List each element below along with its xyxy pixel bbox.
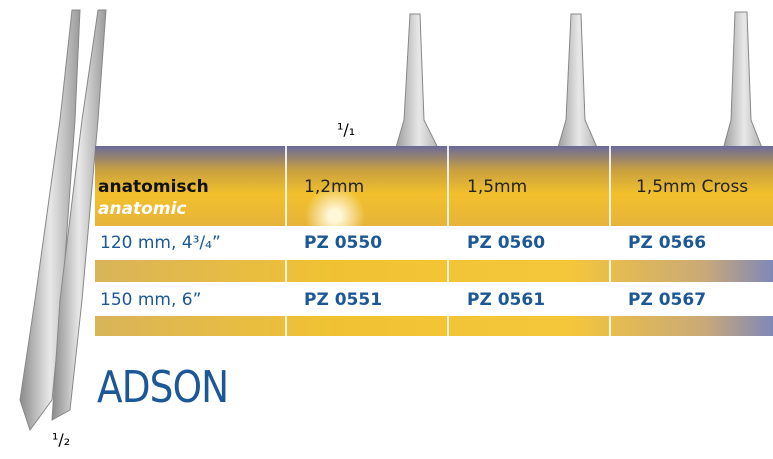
- header-band: [95, 146, 773, 226]
- tip: [389, 13, 449, 169]
- article-code: PZ 0560: [467, 233, 546, 253]
- header-label-en: anatomic: [98, 199, 187, 219]
- column-header: 1,5mm: [467, 177, 528, 197]
- tip: [717, 11, 771, 169]
- article-code: PZ 0567: [628, 290, 707, 310]
- article-code: PZ 0551: [304, 290, 383, 310]
- row-bg: [95, 284, 773, 314]
- separator: [285, 146, 287, 336]
- scale-label: ¹/₁: [337, 120, 356, 139]
- article-code: PZ 0566: [628, 233, 707, 253]
- header-label: anatomisch: [98, 177, 209, 197]
- article-code: PZ 0561: [467, 290, 546, 310]
- title: ADSON: [97, 362, 229, 413]
- row-bg: [95, 228, 773, 258]
- forceps-arm: [51, 9, 107, 421]
- row-label: 120 mm, 4³/₄”: [100, 233, 221, 253]
- column-header: 1,5mm Cross: [636, 177, 749, 197]
- row-label: 150 mm, 6”: [100, 290, 202, 310]
- forceps-arm: [19, 9, 81, 432]
- column-header: 1,2mm: [304, 177, 365, 197]
- separator: [447, 146, 449, 336]
- separator: [609, 146, 611, 336]
- scale-label: ¹/₂: [52, 430, 71, 449]
- band: [95, 316, 773, 336]
- tip: [551, 13, 607, 169]
- article-code: PZ 0550: [304, 233, 383, 253]
- band: [95, 260, 773, 282]
